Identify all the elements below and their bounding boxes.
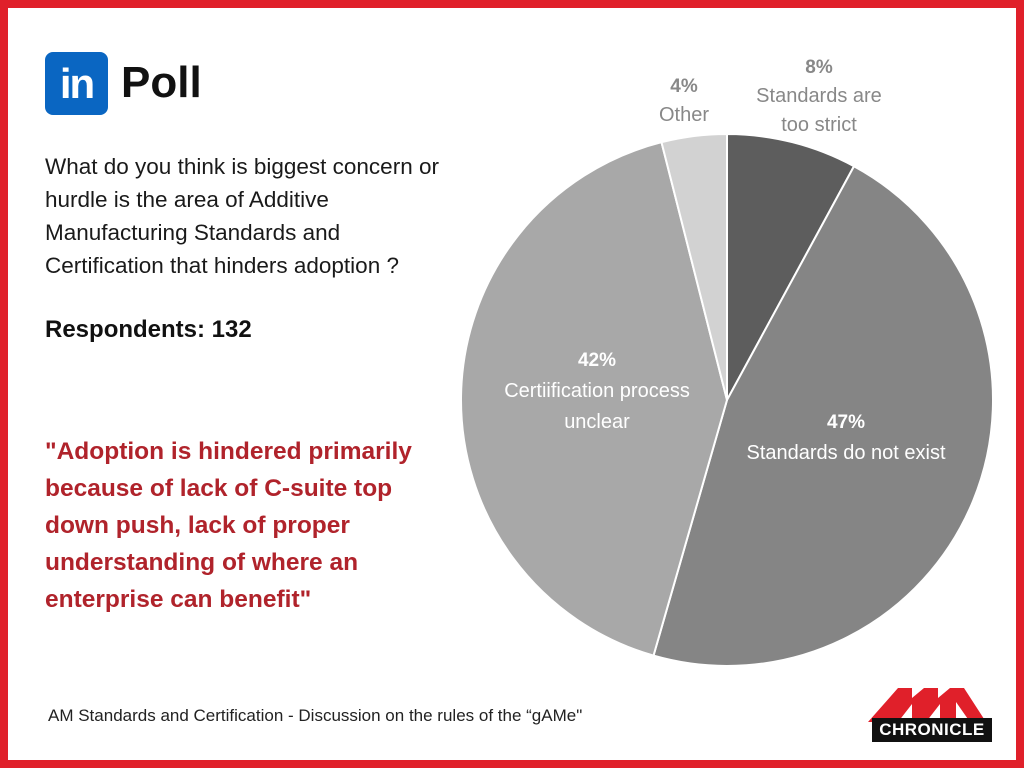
pie-slice bbox=[660, 132, 728, 401]
slice-category-label: unclear bbox=[564, 411, 630, 433]
slice-percent-label: 42% bbox=[578, 350, 616, 371]
chronicle-logo: CHRONICLE bbox=[862, 688, 994, 744]
slice-percent-label: 8% bbox=[805, 57, 833, 78]
page-title: Poll bbox=[121, 58, 202, 107]
poll-question: What do you think is biggest concern or … bbox=[45, 154, 439, 278]
logo-roof-icon bbox=[868, 688, 986, 722]
respondent-quote: "Adoption is hindered primarily because … bbox=[45, 438, 412, 613]
slice-percent-label: 47% bbox=[827, 412, 865, 433]
slice-category-label: Other bbox=[659, 104, 709, 126]
pie-slice bbox=[652, 164, 994, 667]
slice-category-label: Standards do not exist bbox=[746, 442, 945, 464]
footer-caption: AM Standards and Certification - Discuss… bbox=[48, 706, 583, 725]
respondents-count: Respondents: 132 bbox=[45, 316, 252, 343]
slice-percent-label: 4% bbox=[670, 76, 698, 97]
pie-slice bbox=[460, 140, 729, 657]
pie-slice bbox=[726, 132, 856, 401]
slice-category-label: too strict bbox=[781, 114, 857, 136]
logo-wordmark: CHRONICLE bbox=[872, 718, 992, 742]
linkedin-icon: in bbox=[45, 52, 108, 115]
slice-category-label: Certiification process bbox=[504, 380, 690, 402]
slice-category-label: Standards are bbox=[756, 85, 882, 107]
